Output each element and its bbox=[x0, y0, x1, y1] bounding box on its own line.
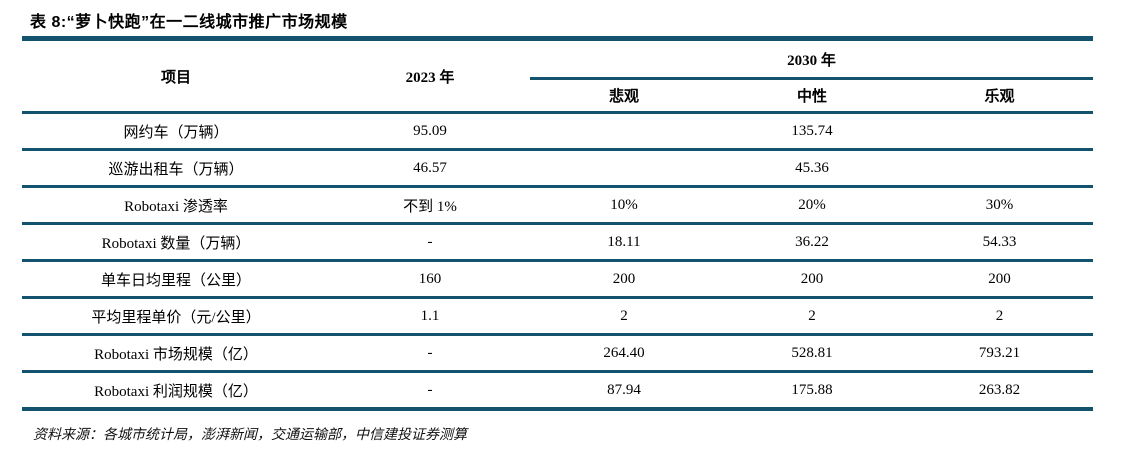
value-optimistic: 200 bbox=[906, 259, 1093, 298]
value-pessimistic bbox=[530, 148, 718, 187]
value-optimistic bbox=[906, 111, 1093, 150]
data-table: 项目 2023 年 2030 年 悲观 中性 乐观 网约车（万辆） 95.09 … bbox=[22, 41, 1093, 411]
market-size-table: 项目 2023 年 2030 年 悲观 中性 乐观 网约车（万辆） 95.09 … bbox=[22, 36, 1093, 411]
value-pessimistic: 87.94 bbox=[530, 370, 718, 409]
value-neutral: 200 bbox=[718, 259, 906, 298]
value-optimistic: 2 bbox=[906, 296, 1093, 335]
value-2023: 160 bbox=[330, 259, 530, 298]
value-optimistic: 263.82 bbox=[906, 370, 1093, 409]
value-neutral: 2 bbox=[718, 296, 906, 335]
row-label: 单车日均里程（公里） bbox=[22, 259, 330, 298]
table-row: 巡游出租车（万辆） 46.57 45.36 bbox=[22, 148, 1093, 187]
column-header-optimistic: 乐观 bbox=[984, 89, 1015, 105]
value-neutral: 528.81 bbox=[718, 333, 906, 372]
value-2023: 95.09 bbox=[330, 111, 530, 150]
header-row-top: 项目 2023 年 2030 年 bbox=[22, 41, 1093, 86]
value-2023: - bbox=[330, 222, 530, 261]
value-neutral: 20% bbox=[718, 185, 906, 224]
row-label: 巡游出租车（万辆） bbox=[22, 148, 330, 187]
value-neutral: 135.74 bbox=[718, 111, 906, 150]
value-optimistic: 793.21 bbox=[906, 333, 1093, 372]
column-header-pessimistic: 悲观 bbox=[608, 89, 639, 105]
table-title: 表 8:“萝卜快跑”在一二线城市推广市场规模 bbox=[30, 14, 348, 31]
header-row-scenarios: 悲观 中性 乐观 bbox=[22, 79, 1093, 113]
value-2023: 1.1 bbox=[330, 296, 530, 335]
source-note: 资料来源：各城市统计局，澎湃新闻，交通运输部，中信建投证券测算 bbox=[33, 428, 467, 443]
row-label: 网约车（万辆） bbox=[22, 111, 330, 150]
table-row: 网约车（万辆） 95.09 135.74 bbox=[22, 111, 1093, 150]
value-pessimistic bbox=[530, 111, 718, 150]
value-pessimistic: 18.11 bbox=[530, 222, 718, 261]
table-row: Robotaxi 利润规模（亿） - 87.94 175.88 263.82 bbox=[22, 370, 1093, 409]
value-neutral: 175.88 bbox=[718, 370, 906, 409]
value-2023: - bbox=[330, 333, 530, 372]
column-header-item: 项目 bbox=[160, 69, 191, 86]
column-header-2030: 2030 年 bbox=[530, 41, 1093, 80]
value-2023: - bbox=[330, 370, 530, 409]
value-optimistic: 54.33 bbox=[906, 222, 1093, 261]
value-2023: 不到 1% bbox=[330, 185, 530, 224]
value-pessimistic: 264.40 bbox=[530, 333, 718, 372]
value-neutral: 36.22 bbox=[718, 222, 906, 261]
row-label: Robotaxi 利润规模（亿） bbox=[22, 370, 330, 409]
value-2023: 46.57 bbox=[330, 148, 530, 187]
value-optimistic: 30% bbox=[906, 185, 1093, 224]
table-row: Robotaxi 市场规模（亿） - 264.40 528.81 793.21 bbox=[22, 333, 1093, 372]
table-row: 平均里程单价（元/公里） 1.1 2 2 2 bbox=[22, 296, 1093, 335]
column-header-2023: 2023 年 bbox=[405, 69, 455, 86]
value-pessimistic: 200 bbox=[530, 259, 718, 298]
value-pessimistic: 2 bbox=[530, 296, 718, 335]
table-row: Robotaxi 渗透率 不到 1% 10% 20% 30% bbox=[22, 185, 1093, 224]
row-label: Robotaxi 渗透率 bbox=[22, 185, 330, 224]
value-optimistic bbox=[906, 148, 1093, 187]
value-neutral: 45.36 bbox=[718, 148, 906, 187]
row-label: Robotaxi 市场规模（亿） bbox=[22, 333, 330, 372]
value-pessimistic: 10% bbox=[530, 185, 718, 224]
row-label: 平均里程单价（元/公里） bbox=[22, 296, 330, 335]
table-row: Robotaxi 数量（万辆） - 18.11 36.22 54.33 bbox=[22, 222, 1093, 261]
row-label: Robotaxi 数量（万辆） bbox=[22, 222, 330, 261]
column-header-neutral: 中性 bbox=[796, 89, 827, 105]
table-row: 单车日均里程（公里） 160 200 200 200 bbox=[22, 259, 1093, 298]
